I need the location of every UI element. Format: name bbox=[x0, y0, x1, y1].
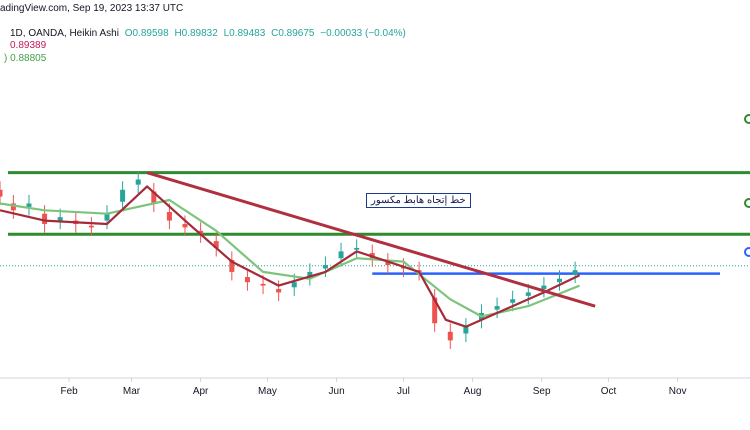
candle-body[interactable] bbox=[104, 213, 110, 221]
candle-body[interactable] bbox=[447, 331, 453, 341]
candle-body[interactable] bbox=[244, 277, 250, 283]
x-tick-label: Sep bbox=[532, 386, 551, 397]
ma-red-line[interactable] bbox=[0, 185, 581, 328]
x-tick-label: Jul bbox=[397, 386, 410, 397]
header-low: L0.89483 bbox=[223, 28, 266, 39]
header-change: −0.00033 (−0.04%) bbox=[320, 28, 406, 39]
candle-body[interactable] bbox=[42, 213, 48, 224]
descending-trendline[interactable] bbox=[146, 171, 596, 308]
candle-body[interactable] bbox=[120, 189, 126, 202]
candle-body[interactable] bbox=[525, 292, 531, 296]
header-source: adingView.com, Sep 19, 2023 13:37 UTC bbox=[0, 3, 184, 14]
candle-body[interactable] bbox=[463, 326, 469, 334]
candle-body[interactable] bbox=[307, 271, 313, 278]
candle-body[interactable] bbox=[322, 265, 328, 269]
candle-body[interactable] bbox=[572, 270, 578, 275]
candle-body[interactable] bbox=[0, 189, 3, 197]
candle-body[interactable] bbox=[151, 191, 157, 204]
candle-body[interactable] bbox=[229, 259, 235, 272]
candle-body[interactable] bbox=[135, 179, 141, 185]
x-tick-label: Mar bbox=[122, 386, 141, 397]
header-close: C0.89675 bbox=[271, 28, 315, 39]
header-high: H0.89832 bbox=[174, 28, 218, 39]
candle-body[interactable] bbox=[291, 282, 297, 288]
candle-body[interactable] bbox=[354, 247, 360, 250]
candle-body[interactable] bbox=[385, 261, 391, 266]
header-symbol: 1D, OANDA, Heikin Ashi bbox=[10, 28, 119, 39]
candle-body[interactable] bbox=[541, 285, 547, 290]
broken-trendline-annotation: خط إتجاه هابط مكسور bbox=[366, 193, 471, 208]
candle-body[interactable] bbox=[57, 217, 63, 221]
candle-body[interactable] bbox=[494, 306, 500, 310]
candle-body[interactable] bbox=[213, 241, 219, 248]
candle-body[interactable] bbox=[276, 289, 282, 293]
candle-body[interactable] bbox=[432, 297, 438, 324]
candle-body[interactable] bbox=[557, 278, 563, 283]
level-marker-circle[interactable] bbox=[744, 247, 750, 257]
ma-green-line[interactable] bbox=[0, 198, 581, 318]
candle-body[interactable] bbox=[510, 299, 516, 303]
x-tick-label: Oct bbox=[600, 386, 617, 397]
level-marker-circle[interactable] bbox=[744, 198, 750, 208]
x-tick-label: Aug bbox=[463, 386, 482, 397]
candle-body[interactable] bbox=[26, 203, 32, 207]
candle-body[interactable] bbox=[166, 212, 172, 221]
header-open: O0.89598 bbox=[124, 28, 169, 39]
candle-body[interactable] bbox=[338, 251, 344, 259]
ma-green-value: ) 0.88805 bbox=[4, 53, 47, 64]
candle-body[interactable] bbox=[260, 283, 266, 286]
chart-header-line1: adingView.com, Sep 19, 2023 13:37 UTC bbox=[0, 3, 186, 14]
ma-red-value: 0.89389 bbox=[10, 40, 47, 51]
level-marker-circle[interactable] bbox=[744, 114, 750, 124]
x-tick-label: Nov bbox=[668, 386, 687, 397]
x-tick-label: May bbox=[258, 386, 277, 397]
x-tick-label: Feb bbox=[60, 386, 78, 397]
chart-header-ohlc: 1D, OANDA, Heikin Ashi O0.89598 H0.89832… bbox=[10, 28, 409, 39]
candle-body[interactable] bbox=[182, 224, 188, 228]
candle-body[interactable] bbox=[198, 230, 204, 235]
candle-body[interactable] bbox=[10, 203, 16, 211]
candle-body[interactable] bbox=[88, 225, 94, 228]
x-tick-label: Jun bbox=[328, 386, 345, 397]
x-tick-label: Apr bbox=[192, 386, 209, 397]
